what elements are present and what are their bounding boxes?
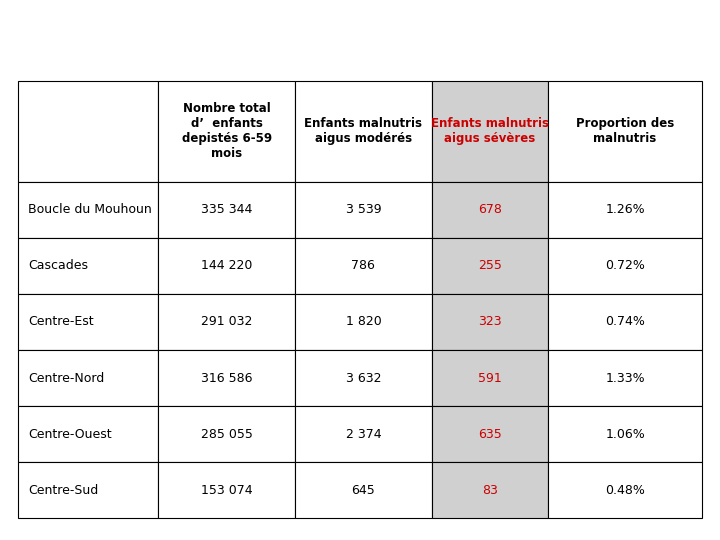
Text: 3 539: 3 539 xyxy=(346,203,381,216)
Bar xyxy=(432,350,548,406)
Bar xyxy=(158,294,295,350)
Bar xyxy=(295,81,432,181)
Bar xyxy=(18,462,158,518)
Text: Centre-Ouest: Centre-Ouest xyxy=(28,428,112,441)
Bar xyxy=(18,350,158,406)
Bar xyxy=(295,406,432,462)
Bar xyxy=(548,238,702,294)
Bar xyxy=(18,81,158,181)
Text: Centre-Est: Centre-Est xyxy=(28,315,94,328)
Bar xyxy=(432,81,548,181)
Bar xyxy=(295,181,432,238)
Text: 316 586: 316 586 xyxy=(201,372,253,384)
Bar xyxy=(295,462,432,518)
Bar xyxy=(432,294,548,350)
Text: Centre-Nord: Centre-Nord xyxy=(28,372,104,384)
Text: 1.33%: 1.33% xyxy=(606,372,645,384)
Text: 591: 591 xyxy=(478,372,502,384)
Text: 1.26%: 1.26% xyxy=(606,203,645,216)
Bar xyxy=(432,462,548,518)
Bar xyxy=(432,238,548,294)
Bar xyxy=(432,406,548,462)
Text: 285 055: 285 055 xyxy=(201,428,253,441)
Bar xyxy=(158,81,295,181)
Text: 3 632: 3 632 xyxy=(346,372,381,384)
Text: 1.06%: 1.06% xyxy=(606,428,645,441)
Text: 786: 786 xyxy=(351,259,375,272)
Bar xyxy=(158,462,295,518)
Bar xyxy=(18,181,158,238)
Bar xyxy=(548,406,702,462)
Bar xyxy=(548,462,702,518)
Text: 2 374: 2 374 xyxy=(346,428,381,441)
Text: 635: 635 xyxy=(478,428,502,441)
Text: Proportion des
malnutris: Proportion des malnutris xyxy=(576,117,674,145)
Bar xyxy=(295,294,432,350)
Text: 645: 645 xyxy=(351,484,375,497)
Text: 0.74%: 0.74% xyxy=(605,315,645,328)
Bar xyxy=(158,350,295,406)
Bar xyxy=(295,238,432,294)
Bar xyxy=(548,350,702,406)
Text: Cascades: Cascades xyxy=(28,259,89,272)
Bar xyxy=(548,294,702,350)
Text: Centre-Sud: Centre-Sud xyxy=(28,484,99,497)
Text: 1 820: 1 820 xyxy=(346,315,382,328)
Text: Enfants malnutris
aigus modérés: Enfants malnutris aigus modérés xyxy=(305,117,423,145)
Text: 153 074: 153 074 xyxy=(201,484,253,497)
Text: 255: 255 xyxy=(478,259,502,272)
Text: 0.72%: 0.72% xyxy=(605,259,645,272)
Text: Nombre total
d’  enfants
depistés 6-59
mois: Nombre total d’ enfants depistés 6-59 mo… xyxy=(181,102,271,160)
Bar xyxy=(158,406,295,462)
Bar xyxy=(158,181,295,238)
Text: 0.48%: 0.48% xyxy=(605,484,645,497)
Text: 335 344: 335 344 xyxy=(201,203,252,216)
Text: 291 032: 291 032 xyxy=(201,315,252,328)
Text: Boucle du Mouhoun: Boucle du Mouhoun xyxy=(28,203,152,216)
Bar xyxy=(158,238,295,294)
Text: 678: 678 xyxy=(478,203,502,216)
Text: Enfants malnutris
aigus sévères: Enfants malnutris aigus sévères xyxy=(431,117,549,145)
Bar xyxy=(18,294,158,350)
Bar xyxy=(548,81,702,181)
Bar xyxy=(18,238,158,294)
Bar xyxy=(432,181,548,238)
Text: 323: 323 xyxy=(478,315,502,328)
Bar xyxy=(295,350,432,406)
Bar xyxy=(548,181,702,238)
Text: Données statistiques de l’intégration du dépistage le 2ème passage de la CPS: Données statistiques de l’intégration du… xyxy=(13,22,720,40)
Text: 83: 83 xyxy=(482,484,498,497)
Bar xyxy=(18,406,158,462)
Text: 144 220: 144 220 xyxy=(201,259,252,272)
